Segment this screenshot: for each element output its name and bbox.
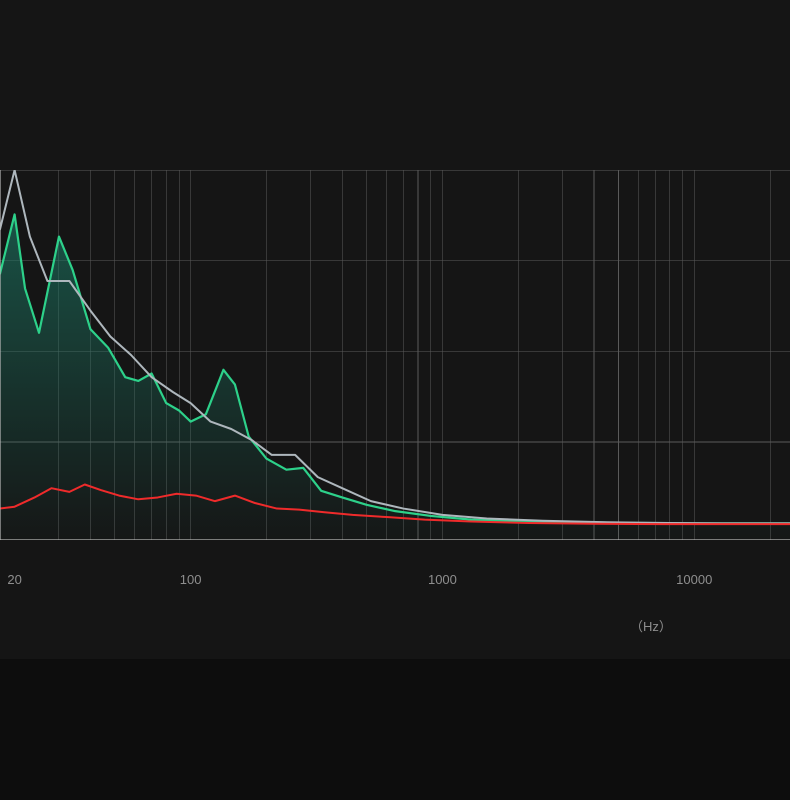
frequency-chart [0,170,790,540]
canvas: 20 100 1000 10000 （Hz） [0,0,790,800]
chart-svg [0,170,790,540]
green-fill-fill [0,214,790,540]
x-tick-label: 100 [180,572,202,587]
x-tick-label: 20 [7,572,21,587]
bottom-band [0,659,790,800]
x-tick-label: 10000 [676,572,712,587]
x-tick-label: 1000 [428,572,457,587]
x-axis-unit: （Hz） [630,616,672,635]
